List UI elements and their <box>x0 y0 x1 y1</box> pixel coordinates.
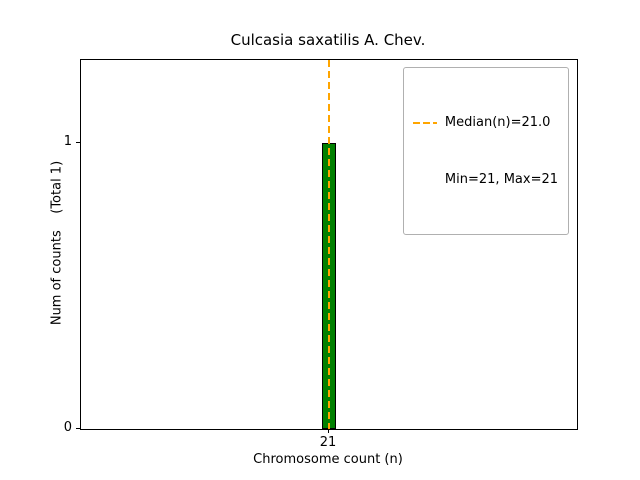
y-tick-label: 0 <box>63 420 72 435</box>
x-axis-label: Chromosome count (n) <box>253 452 403 467</box>
legend-entry-minmax: Min=21, Max=21 <box>413 170 558 189</box>
y-tick-mark <box>76 142 80 143</box>
y-axis-label: Num of counts (Total 1) <box>49 160 65 326</box>
plot-area: Median(n)=21.0 Min=21, Max=21 <box>80 59 578 430</box>
chart-title: Culcasia saxatilis A. Chev. <box>230 31 426 49</box>
legend-median-label: Median(n)=21.0 <box>444 115 551 130</box>
median-line-legend-swatch <box>412 121 437 124</box>
y-tick-label: 1 <box>63 134 72 149</box>
legend-minmax-label: Min=21, Max=21 <box>444 172 558 187</box>
y-tick-mark <box>76 428 80 429</box>
x-tick-mark <box>328 429 329 433</box>
legend-entry-median: Median(n)=21.0 <box>412 113 558 132</box>
legend: Median(n)=21.0 Min=21, Max=21 <box>402 67 569 235</box>
x-tick-label: 21 <box>319 435 337 450</box>
median-line <box>328 60 330 429</box>
